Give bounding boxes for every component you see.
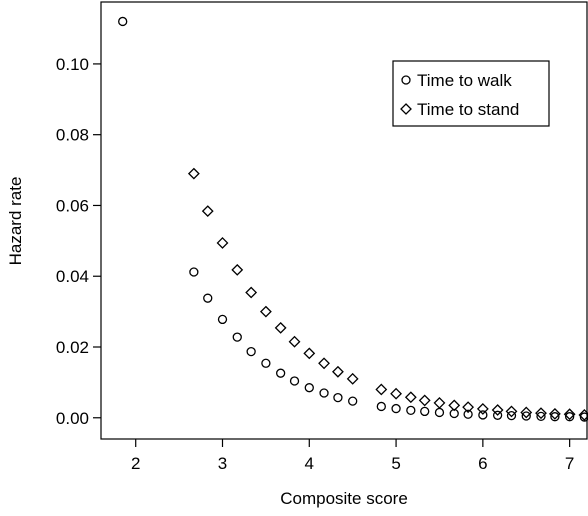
series-time-to-stand [187,167,588,421]
series-time-to-walk [118,16,588,422]
walk-point [246,346,256,357]
x-tick-label: 7 [565,454,574,473]
stand-point [303,347,316,360]
walk-point [463,409,473,419]
walk-point [376,401,386,412]
walk-point [492,410,503,420]
legend: Time to walk Time to stand [392,60,550,127]
stand-point [418,394,431,407]
x-tick-label: 6 [478,454,487,473]
y-tick-label: 0.08 [56,126,89,145]
x-axis: 2 3 4 5 6 7 [131,439,574,473]
stand-point [448,399,461,412]
walk-point [289,376,300,386]
walk-point [261,358,271,368]
stand-point [201,205,214,218]
walk-point [319,388,329,398]
stand-point [476,403,489,415]
walk-point [217,314,228,325]
walk-point [478,410,488,420]
stand-point [404,391,417,404]
stand-point [390,387,402,400]
stand-point [216,237,229,249]
walk-point [420,406,430,417]
stand-point [535,407,547,420]
stand-point [318,357,330,370]
walk-point [434,407,445,418]
y-tick-label: 0.02 [56,338,89,357]
x-tick-label: 5 [391,454,400,473]
walk-point [506,410,517,421]
walk-point [521,411,531,421]
stand-point [274,321,287,334]
stand-point [462,401,475,414]
stand-point [187,167,200,180]
stand-point [259,305,272,318]
legend-label-time-to-stand: Time to stand [417,100,519,119]
walk-point [189,267,199,277]
legend-circle-marker [401,75,411,85]
stand-point [433,396,446,409]
walk-point [203,293,213,303]
legend-label-time-to-walk: Time to walk [417,71,512,90]
y-tick-label: 0.04 [56,267,89,286]
walk-point [536,411,546,422]
y-axis: 0.00 0.02 0.04 0.06 0.08 0.10 [56,55,101,428]
walk-point [406,405,416,415]
stand-point [332,365,344,378]
walk-point [333,392,343,403]
walk-point [118,16,128,27]
walk-point [304,383,314,393]
y-tick-label: 0.06 [56,196,89,215]
stand-point [375,383,388,396]
stand-point [505,405,518,418]
walk-point [564,412,575,422]
stand-point [346,372,359,385]
walk-point [579,412,588,422]
walk-point [232,332,242,342]
legend-diamond-marker [400,103,412,115]
walk-point [550,412,560,422]
x-axis-label: Composite score [280,489,408,508]
stand-point [548,407,561,420]
legend-box [392,60,550,127]
x-tick-label: 2 [131,454,140,473]
y-tick-label: 0.10 [56,55,89,74]
y-tick-label: 0.00 [56,409,89,428]
stand-point [245,286,258,299]
plot-frame [100,1,588,440]
stand-point [520,406,533,419]
stand-point [288,335,301,348]
stand-point [491,404,504,416]
walk-point [275,368,286,378]
y-axis-label: Hazard rate [6,177,25,266]
stand-point [231,263,244,276]
x-tick-label: 3 [218,454,227,473]
walk-point [391,403,401,414]
walk-point [348,396,358,406]
x-tick-label: 4 [305,454,314,473]
stand-point [563,408,576,421]
